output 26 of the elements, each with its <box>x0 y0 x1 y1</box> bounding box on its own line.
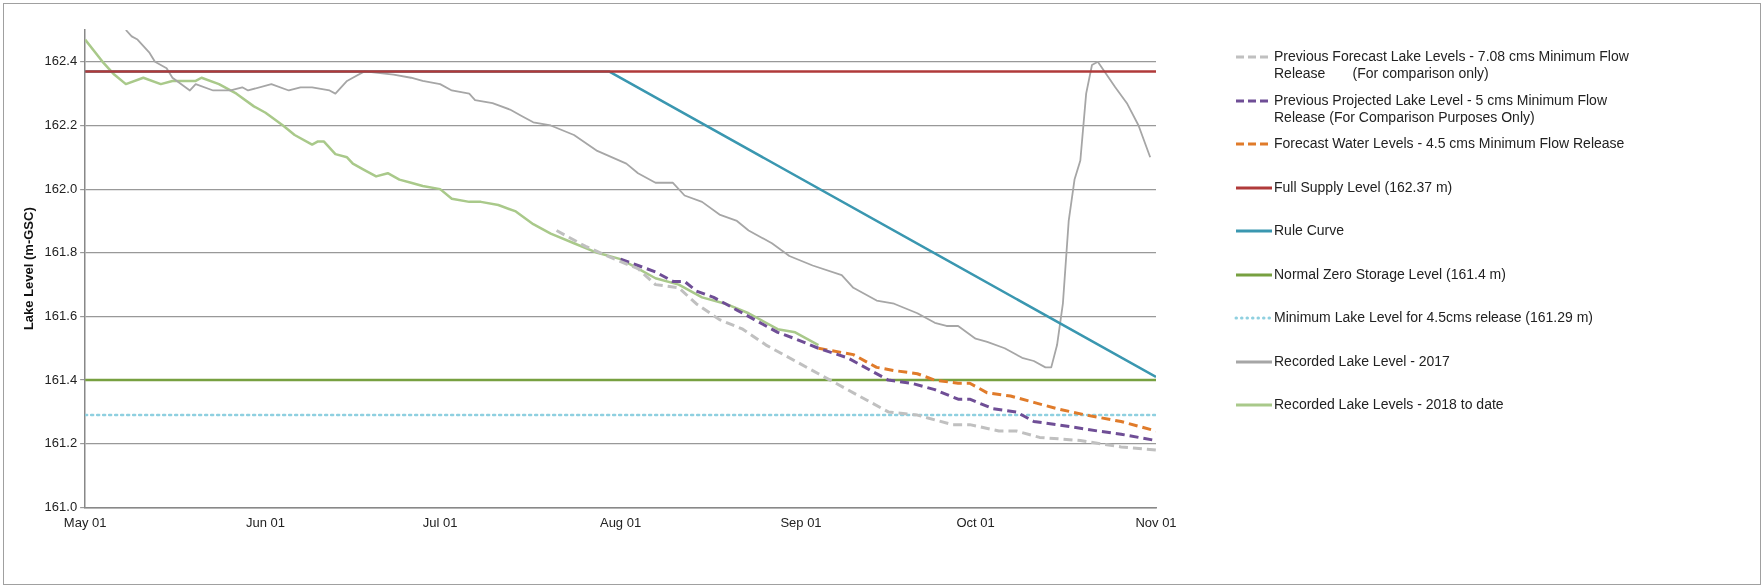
legend-label: Full Supply Level (162.37 m) <box>1274 178 1453 196</box>
legend-label: Normal Zero Storage Level (161.4 m) <box>1274 265 1506 283</box>
line-series <box>555 229 1156 452</box>
x-tick-label: Aug 01 <box>599 514 642 530</box>
y-tick-label: 161.4 <box>44 371 78 387</box>
legend-label: Recorded Lake Levels - 2018 to date <box>1274 396 1504 413</box>
x-tick-label: Jun 01 <box>246 514 286 530</box>
legend-label: Recorded Lake Level - 2017 <box>1274 352 1450 370</box>
y-tick-label: 162.0 <box>44 180 78 196</box>
y-tick-label: 161.6 <box>44 308 78 324</box>
legend-label: Minimum Lake Level for 4.5cms release (161.29 m) <box>1274 309 1594 326</box>
legend-label: Forecast Water Levels - 4.5 cms Minimum Flow Release <box>1274 135 1625 152</box>
legend-label: Previous Projected Lake Level - 5 cms Minimum Flow Release (For Comparison Purposes Only) <box>1274 91 1608 126</box>
x-tick-label: Oct 01 <box>956 514 995 530</box>
x-tick-label: May 01 <box>63 514 107 530</box>
y-tick-label: 161.2 <box>44 435 78 451</box>
y-tick-label: 161.8 <box>44 244 78 260</box>
y-tick-label: 162.4 <box>44 53 78 69</box>
legend-label: Rule Curve <box>1274 222 1345 239</box>
y-tick-label: 161.0 <box>44 498 78 514</box>
legend-label: Previous Forecast Lake Levels - 7.08 cms Minimum Flow Release (For comparison only) <box>1274 48 1630 82</box>
x-tick-label: Nov 01 <box>1135 514 1177 530</box>
x-tick-label: Jul 01 <box>422 514 458 530</box>
x-tick-label: Sep 01 <box>780 514 822 530</box>
y-tick-label: 162.2 <box>44 117 78 133</box>
y-axis-title: Lake Level (m-GSC) <box>21 207 37 331</box>
